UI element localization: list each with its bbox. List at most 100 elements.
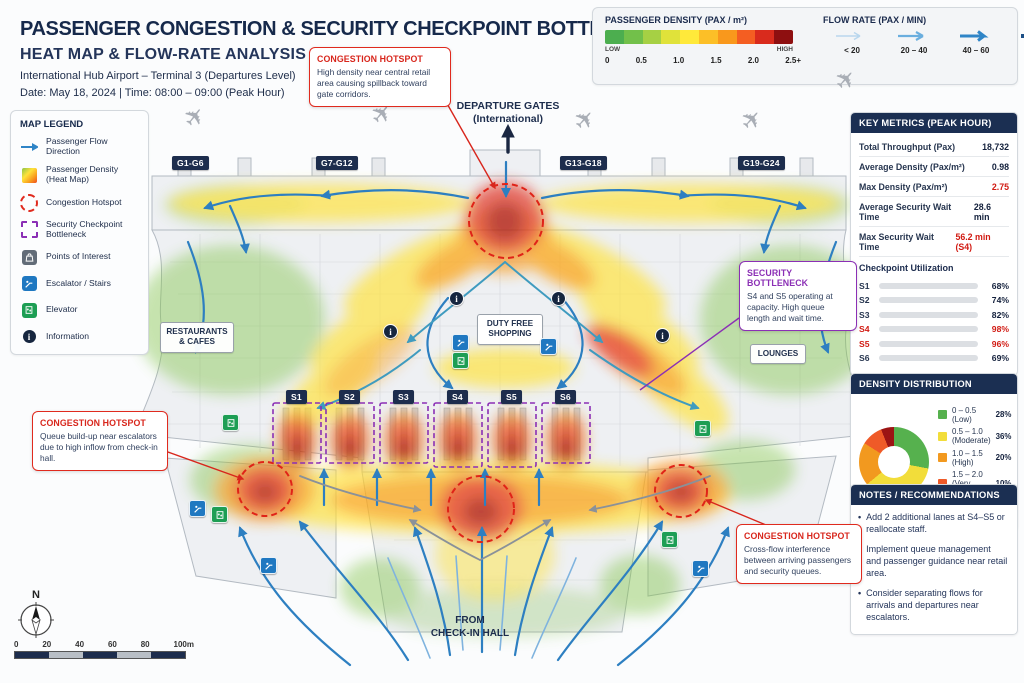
flow-arrows bbox=[186, 123, 838, 667]
checkpoint-label-s2: S2 bbox=[339, 390, 360, 404]
tick: 1.5 bbox=[710, 56, 722, 65]
callout-title: CONGESTION HOTSPOT bbox=[317, 54, 423, 64]
callout-text: High density near central retail area ca… bbox=[317, 67, 431, 99]
checkpoint-id: S1 bbox=[859, 280, 870, 291]
metric-value: 56.2 min (S4) bbox=[955, 231, 991, 252]
scale-tick: 40 bbox=[75, 640, 85, 649]
from-checkin-line2: CHECK-IN HALL bbox=[430, 627, 510, 639]
elevator-icon bbox=[20, 301, 38, 319]
info-icon: i bbox=[383, 324, 398, 339]
gate-label-g19-g24: G19-G24 bbox=[738, 156, 785, 170]
escalator-icon bbox=[452, 334, 469, 351]
map-legend: MAP LEGEND Passenger Flow Direction Pass… bbox=[10, 110, 149, 355]
note-text: Add 2 additional lanes at S4–S5 or reall… bbox=[866, 512, 1005, 534]
escalator-icon bbox=[189, 500, 206, 517]
legend-label: Escalator / Stairs bbox=[46, 277, 111, 288]
departure-gates-line2: (International) bbox=[473, 113, 543, 126]
checkpoint-label-s5: S5 bbox=[501, 390, 522, 404]
from-checkin-line1: FROM bbox=[455, 615, 485, 626]
utilization-pct: 74% bbox=[991, 295, 1009, 305]
elevator-icon bbox=[661, 531, 678, 548]
distribution-row: 0 – 0.5 (Low) 28% bbox=[938, 406, 1011, 424]
legend-label: Passenger Flow Direction bbox=[46, 136, 108, 156]
metric-label: Average Security Wait Time bbox=[859, 201, 952, 222]
from-checkin-label: FROM CHECK-IN HALL bbox=[415, 615, 525, 640]
poi-icon bbox=[20, 248, 38, 266]
checkpoint-id: S6 bbox=[859, 353, 870, 363]
metric-row: Total Throughput (Pax) 18,732 bbox=[859, 137, 1009, 157]
tick: 2.5+ bbox=[785, 56, 801, 65]
utilization-pct: 98% bbox=[991, 324, 1009, 334]
distribution-pct: 28% bbox=[995, 410, 1012, 419]
density-scale-title: PASSENGER DENSITY (PAX / m²) bbox=[605, 15, 748, 25]
legend-label: Congestion Hotspot bbox=[46, 196, 122, 207]
metric-row: Max Security Wait Time 56.2 min (S4) bbox=[859, 227, 1009, 257]
callout-congestion-top: CONGESTION HOTSPOT High density near cen… bbox=[309, 47, 451, 107]
metric-label: Max Security Wait Time bbox=[859, 231, 934, 252]
swatch bbox=[938, 453, 947, 462]
utilization-row: S2 74% bbox=[859, 295, 1009, 305]
metric-row: Max Density (Pax/m²) 2.75 bbox=[859, 177, 1009, 197]
venue-line: International Hub Airport – Terminal 3 (… bbox=[20, 70, 296, 82]
flow-arrow-1 bbox=[836, 31, 861, 41]
metric-value: 2.75 bbox=[991, 181, 1009, 192]
flow-label: 40 – 60 bbox=[962, 46, 990, 55]
distribution-pct: 20% bbox=[995, 453, 1012, 462]
callout-text: S4 and S5 operating at capacity. High qu… bbox=[747, 291, 833, 323]
scale-labels: 0 20 40 60 80 100m bbox=[14, 640, 194, 649]
scale-bar: 0 20 40 60 80 100m bbox=[14, 640, 194, 659]
utilization-row: S5 96% bbox=[859, 339, 1009, 349]
flow-arrow-icon bbox=[20, 138, 38, 156]
key-metrics-panel: KEY METRICS (PEAK HOUR) Total Throughput… bbox=[850, 112, 1018, 376]
distribution-label: 0 – 0.5 (Low) bbox=[952, 405, 977, 424]
utilization-pct: 96% bbox=[991, 338, 1009, 349]
departure-gates-line1: DEPARTURE GATES bbox=[456, 100, 560, 112]
metric-row: Average Security Wait Time 28.6 min bbox=[859, 197, 1009, 227]
callout-congestion-bottom-right: CONGESTION HOTSPOT Cross-flow interferen… bbox=[736, 524, 862, 584]
metric-label: Max Density (Pax/m²) bbox=[859, 181, 948, 192]
notes-panel: NOTES / RECOMMENDATIONS • Add 2 additiona… bbox=[850, 484, 1018, 635]
utilization-track bbox=[879, 311, 978, 318]
info-icon: i bbox=[449, 291, 464, 306]
info-icon: i bbox=[20, 328, 38, 346]
checkpoint-id: S5 bbox=[859, 338, 870, 349]
departure-gates-label: DEPARTURE GATES (International) bbox=[443, 100, 573, 126]
checkpoint-label-s6: S6 bbox=[555, 390, 576, 404]
note-item: •Implement queue management and passenge… bbox=[858, 544, 1008, 579]
metric-label: Average Density (Pax/m²) bbox=[859, 161, 965, 172]
map-legend-title: MAP LEGEND bbox=[20, 119, 84, 130]
elevator-icon bbox=[452, 352, 469, 369]
utilization-pct: 69% bbox=[991, 353, 1009, 363]
flow-arrow-4 bbox=[1021, 34, 1024, 38]
page-title: PASSENGER CONGESTION & SECURITY CHECKPOI… bbox=[20, 18, 683, 40]
flow-rate-title: FLOW RATE (PAX / MIN) bbox=[823, 15, 927, 25]
security-bottleneck-icon bbox=[20, 221, 38, 239]
utilization-row: S1 68% bbox=[859, 281, 1009, 291]
north-compass: N bbox=[12, 586, 60, 653]
gate-label-g1-g6: G1-G6 bbox=[172, 156, 209, 170]
escalator-icon bbox=[260, 557, 277, 574]
datetime-line: Date: May 18, 2024 | Time: 08:00 – 09:00… bbox=[20, 87, 285, 99]
gate-label-g7-g12: G7-G12 bbox=[316, 156, 358, 170]
congestion-hotspot-icon bbox=[20, 193, 38, 212]
elevator-icon bbox=[211, 506, 228, 523]
scale-bar-segments bbox=[14, 651, 186, 659]
compass-n-label: N bbox=[32, 589, 40, 601]
flow-arrow-2 bbox=[898, 31, 924, 41]
density-low-label: LOW bbox=[605, 46, 621, 53]
callout-title: SECURITY BOTTLENECK bbox=[747, 268, 809, 288]
metric-value: 18,732 bbox=[982, 141, 1009, 152]
metric-value: 28.6 min bbox=[973, 201, 991, 222]
density-ticks: 0 0.5 1.0 1.5 2.0 2.5+ bbox=[605, 56, 801, 65]
legend-label: Elevator bbox=[46, 304, 78, 315]
callout-title: CONGESTION HOTSPOT bbox=[40, 418, 146, 428]
metric-label: Total Throughput (Pax) bbox=[859, 141, 956, 152]
duty-free-label: DUTY FREE SHOPPING bbox=[477, 314, 543, 345]
scale-tick: 100m bbox=[173, 640, 194, 649]
checkpoint-label-s3: S3 bbox=[393, 390, 414, 404]
escalator-icon bbox=[692, 560, 709, 577]
checkpoint-id: S2 bbox=[859, 295, 870, 305]
callout-congestion-left: CONGESTION HOTSPOT Queue build-up near e… bbox=[32, 411, 168, 471]
density-distribution-header: DENSITY DISTRIBUTION bbox=[851, 374, 1017, 394]
utilization-track bbox=[879, 297, 978, 303]
